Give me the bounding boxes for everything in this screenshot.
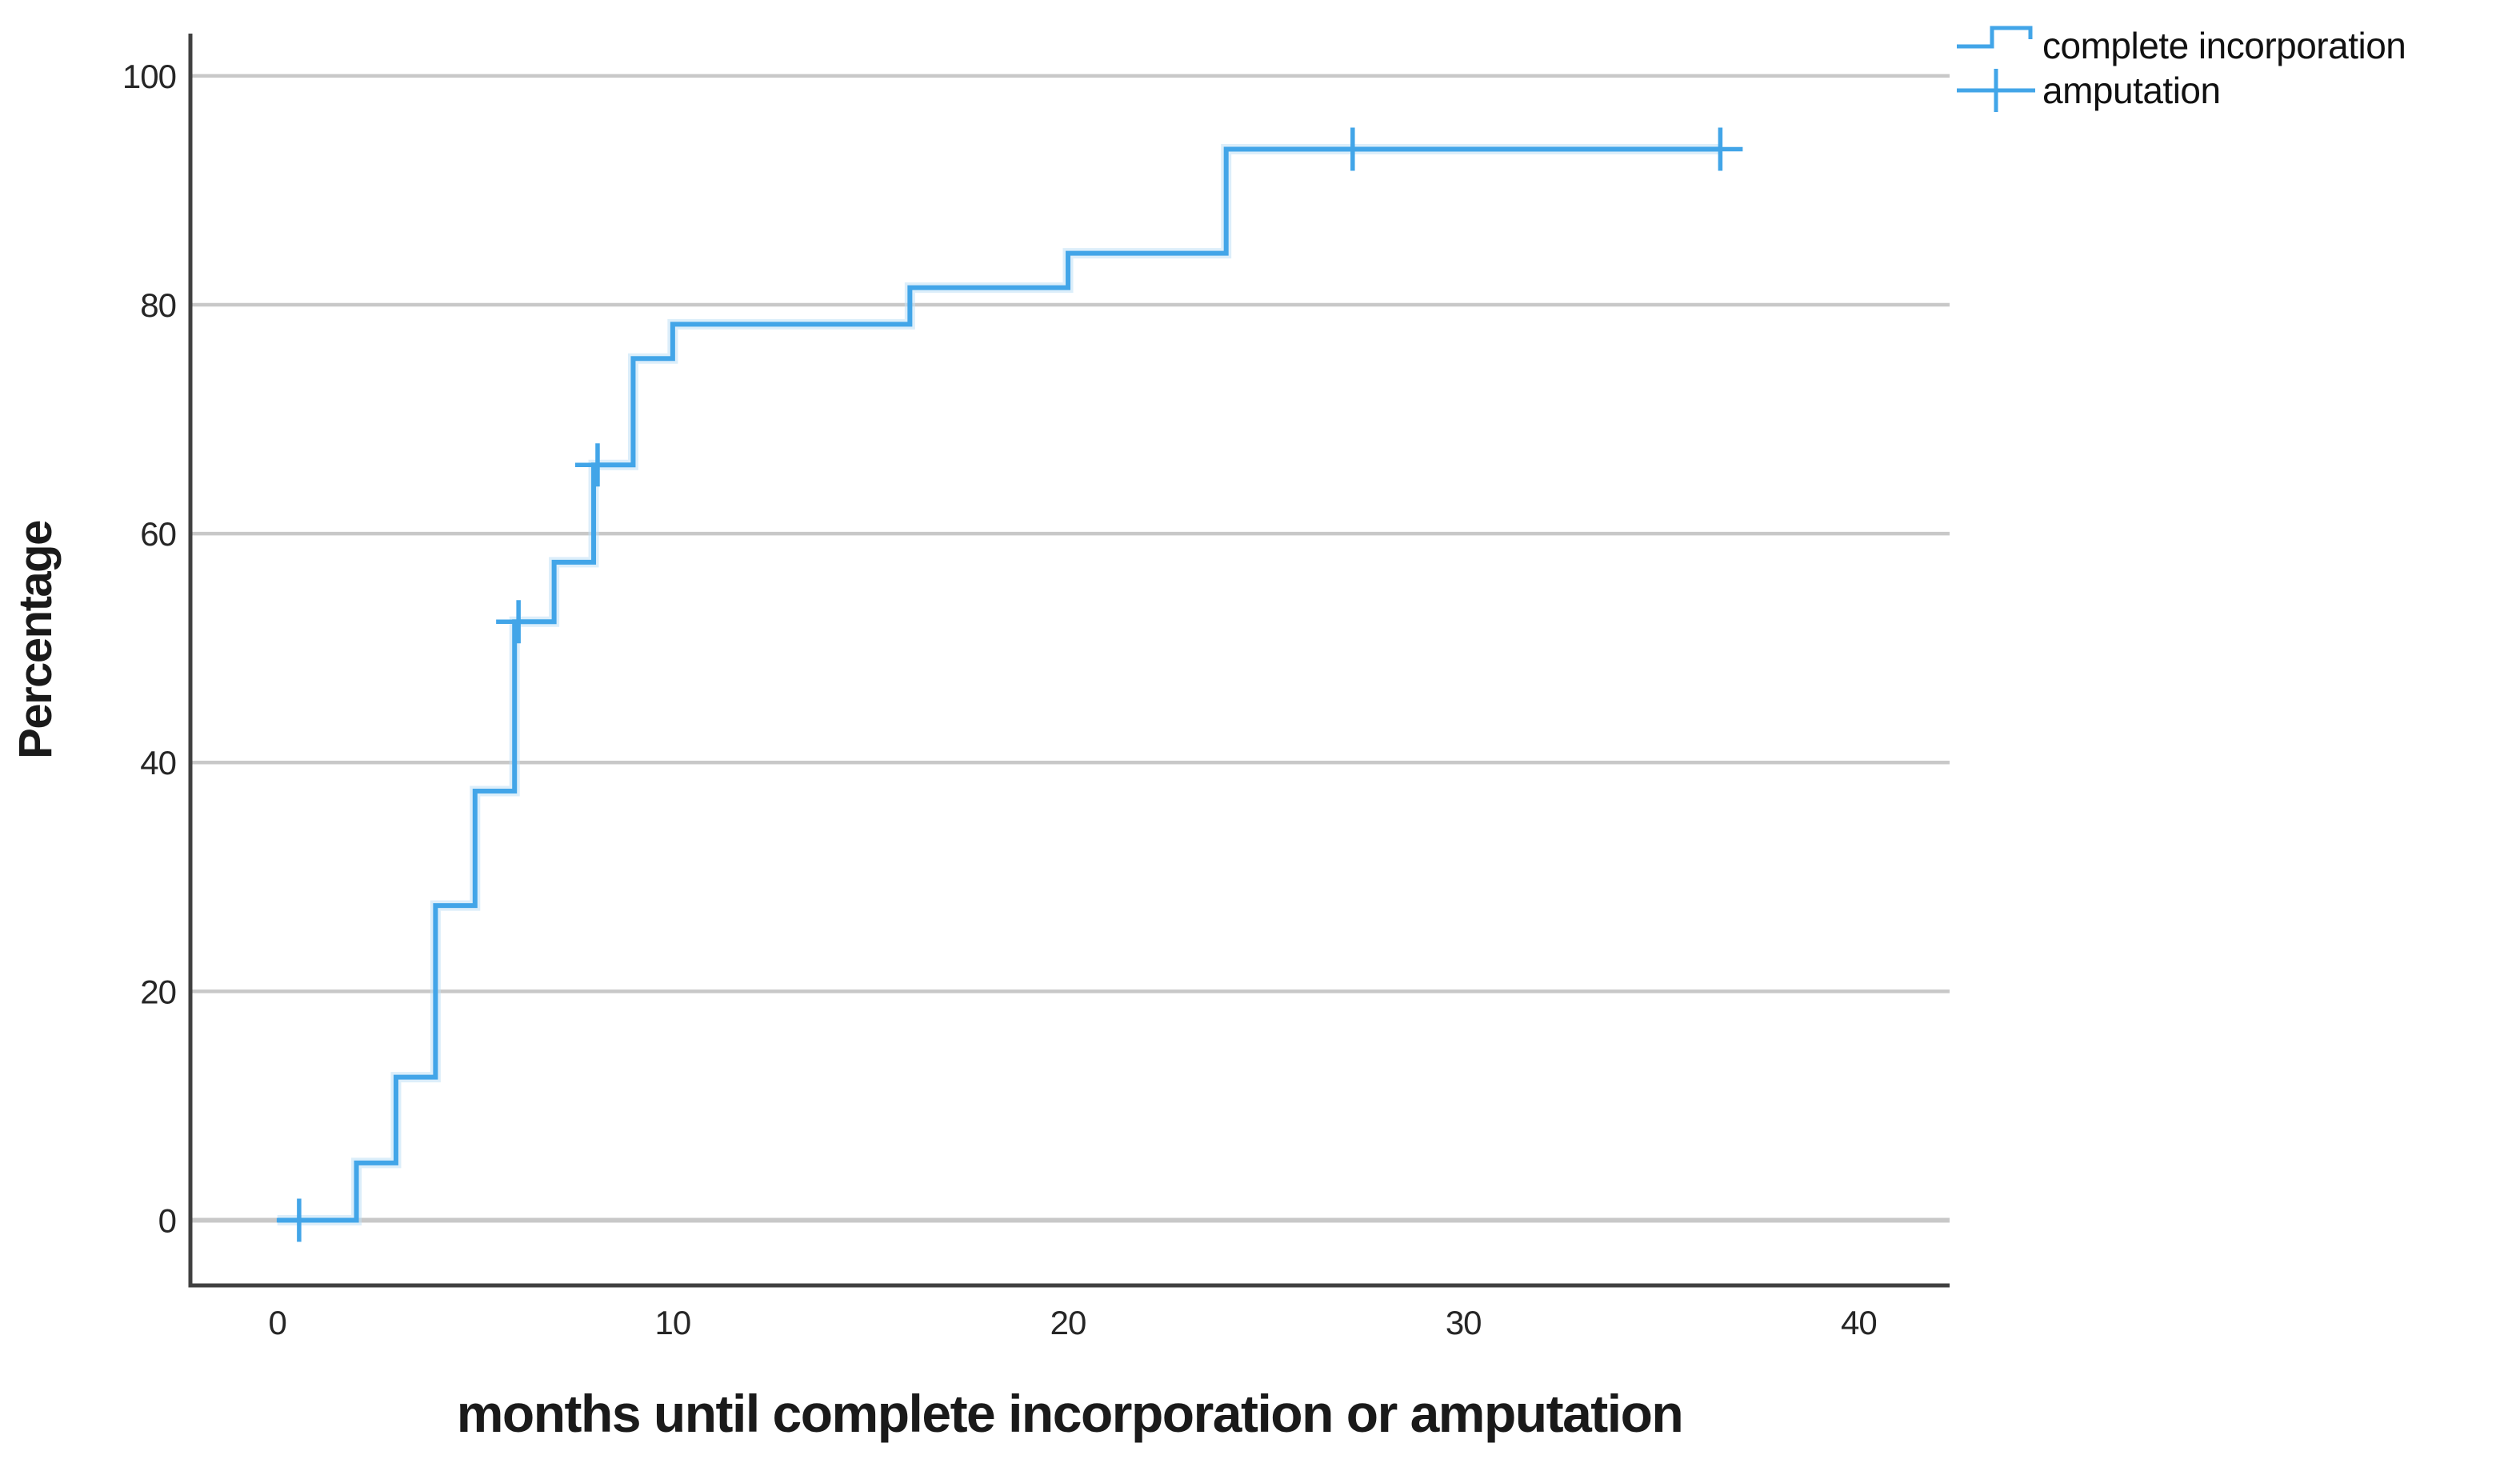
- censor-mark-2: [496, 600, 542, 644]
- incorporation-curve: [277, 146, 1721, 1223]
- legend-label-amputation: amputation: [2042, 70, 2221, 111]
- y-tick-label-0: 0: [158, 1201, 176, 1239]
- y-tick-label-20: 20: [140, 973, 176, 1010]
- x-tick-label-20: 20: [1050, 1304, 1086, 1341]
- x-tick-label-30: 30: [1446, 1304, 1482, 1341]
- legend-label-complete-incorporation: complete incorporation: [2042, 25, 2406, 66]
- incorporation-curve-layer: [277, 143, 1721, 1225]
- censor-marks-layer: [276, 127, 1743, 1242]
- x-axis-title: months until complete incorporation or a…: [457, 1384, 1683, 1443]
- censor-mark-4: [1330, 127, 1375, 171]
- y-tick-label-40: 40: [140, 744, 176, 781]
- censor-mark-3: [574, 443, 620, 487]
- gridlines: [190, 74, 1950, 1223]
- y-axis-title: Percentage: [10, 521, 62, 759]
- censor-mark-1: [276, 1198, 322, 1242]
- x-tick-label-0: 0: [269, 1304, 286, 1341]
- incorporation-curve-halo: [277, 143, 1721, 1225]
- censor-mark-5: [1698, 127, 1743, 171]
- y-tick-label-100: 100: [122, 58, 176, 95]
- legend-plus-icon: [1957, 69, 2035, 112]
- legend: complete incorporation amputation: [1957, 25, 2406, 112]
- y-tick-label-60: 60: [140, 515, 176, 553]
- y-tick-label-80: 80: [140, 286, 176, 324]
- axes: [188, 34, 1950, 1288]
- tick-labels: 0 20 40 60 80 100 0 10 20 30 40: [122, 58, 1878, 1341]
- legend-step-line-icon: [1957, 26, 2033, 49]
- x-tick-label-40: 40: [1841, 1304, 1877, 1341]
- x-tick-label-10: 10: [655, 1304, 691, 1341]
